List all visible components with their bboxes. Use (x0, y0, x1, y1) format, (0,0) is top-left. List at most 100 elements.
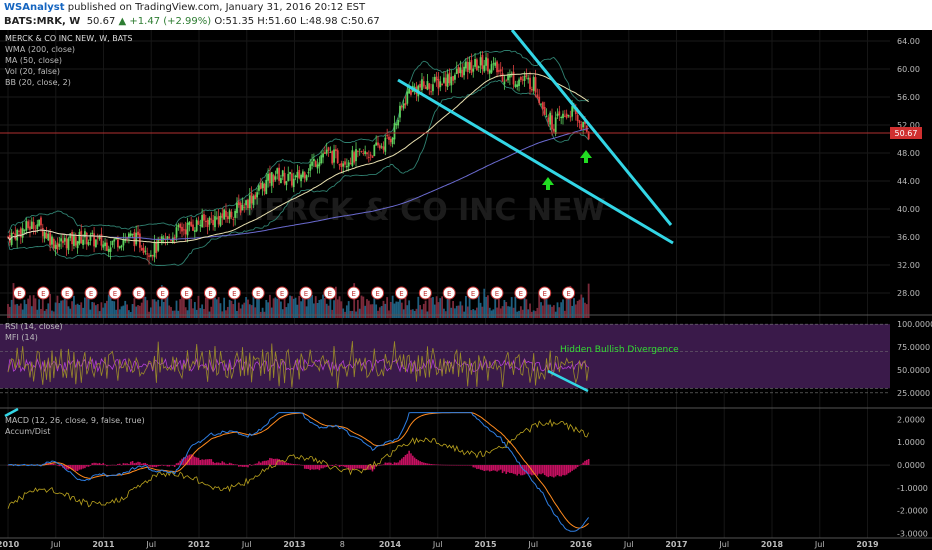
volume-bar (377, 310, 379, 318)
volume-bar (12, 283, 15, 318)
volume-bar (562, 299, 564, 318)
macd-histogram-bar (280, 460, 282, 466)
earnings-label: E (471, 290, 475, 298)
lower-trendline[interactable] (397, 78, 674, 245)
volume-bar (419, 305, 422, 318)
volume-bar (43, 310, 46, 318)
macd-histogram-bar (289, 463, 291, 466)
volume-bar (195, 309, 198, 318)
earnings-marker: E (12, 286, 26, 300)
volume-bar (411, 309, 414, 318)
macd-histogram-bar (274, 458, 277, 466)
candle-body (388, 136, 390, 140)
macd-histogram-bar (333, 465, 335, 466)
volume-bar (27, 298, 30, 318)
volume-bar (413, 310, 416, 318)
candle-body (454, 74, 456, 80)
price-axis[interactable]: 64.00 60.00 56.00 52.00 48.00 44.00 40.00 36.00… (897, 37, 920, 298)
volume-bar (118, 309, 121, 318)
volume-bar (565, 294, 568, 318)
volume-bar (40, 308, 42, 318)
macd-legend: MACD (12, 26, close, 9, false, true) Acc… (5, 416, 145, 436)
upper-trendline[interactable] (510, 30, 673, 226)
earnings-circle (132, 286, 146, 300)
macd-histogram-bar (159, 465, 161, 466)
candle-body (34, 229, 37, 232)
candle-body (256, 192, 259, 198)
volume-bar (523, 297, 526, 318)
candle-body (109, 247, 112, 252)
earnings-label: E (399, 290, 403, 298)
time-axis[interactable]: 2010 Jul 2011 Jul 2012 Jul 2013 8 2014 Jul 2015 Jul… (0, 537, 932, 549)
macd-histogram-bar (441, 464, 443, 466)
macd-histogram-bar (355, 465, 357, 469)
macd-histogram-bar (380, 464, 383, 466)
candle-body (441, 84, 444, 86)
macd-histogram-bar (554, 465, 557, 477)
macd-histogram-bar (115, 465, 117, 466)
volume-bar (30, 306, 33, 318)
macd-histogram-bar (259, 462, 262, 466)
volume-bar (476, 307, 478, 318)
macd-histogram-bar (316, 465, 319, 470)
volume-bar (459, 301, 462, 318)
candle-body (278, 167, 280, 181)
macd-histogram-bar (545, 465, 548, 477)
time-tick-label: Jul (527, 540, 538, 549)
earnings-marker: E (394, 286, 408, 300)
earnings-circle (466, 286, 480, 300)
volume-bar (54, 302, 57, 318)
volume-bar (241, 304, 244, 318)
candle-body (521, 79, 524, 81)
macd-histogram-bar (100, 464, 103, 466)
earnings-label: E (184, 290, 188, 298)
volume-bar (23, 299, 26, 318)
macd-histogram-bar (527, 465, 529, 475)
volume-bar (358, 308, 361, 318)
earnings-marker: E (36, 286, 50, 300)
candle-body (247, 199, 249, 209)
macd-histogram-bar (391, 464, 394, 466)
candle-body (338, 164, 341, 166)
candle-body (468, 62, 471, 70)
volume-bar (300, 301, 302, 318)
candle-body (344, 161, 346, 165)
macd-histogram-bar (338, 465, 341, 468)
volume-bar (316, 303, 319, 318)
volume-bar (280, 301, 282, 318)
volume-bar (270, 307, 273, 318)
chart-background (0, 30, 932, 550)
macd-histogram-bar (587, 458, 590, 466)
volume-bar (126, 304, 128, 318)
candle-body (486, 58, 489, 72)
macd-histogram-bar (221, 461, 224, 466)
volume-bar (424, 300, 427, 318)
candle-body (131, 233, 134, 235)
chart-canvas[interactable]: MERCK & CO INC NEW E E E E E E E E E E E E E E E E E E E E E… (0, 30, 932, 550)
volume-bar (120, 306, 123, 318)
volume-bar (338, 296, 341, 318)
rsi-trendline[interactable] (547, 369, 589, 393)
candle-body (501, 73, 504, 82)
author-link[interactable]: WSAnalyst (4, 2, 65, 13)
macd-histogram-bar (252, 464, 255, 466)
candle-body (203, 214, 205, 221)
candle-body (399, 105, 401, 118)
volume-bar (307, 296, 310, 318)
earnings-marker: E (442, 286, 456, 300)
candle-body (204, 221, 207, 223)
earnings-marker: E (347, 286, 361, 300)
candle-body (129, 233, 132, 236)
volume-bar (41, 296, 44, 318)
macd-histogram-bar (54, 464, 57, 466)
candle-body (186, 222, 189, 236)
volume-bar (578, 299, 581, 318)
macd-histogram-bar (192, 455, 194, 466)
macd-histogram-bar (351, 465, 354, 470)
volume-bar (47, 303, 50, 318)
macd-histogram-bar (95, 462, 97, 466)
candle-body (554, 117, 557, 135)
volume-bar (192, 308, 194, 318)
candle-body (149, 254, 152, 257)
